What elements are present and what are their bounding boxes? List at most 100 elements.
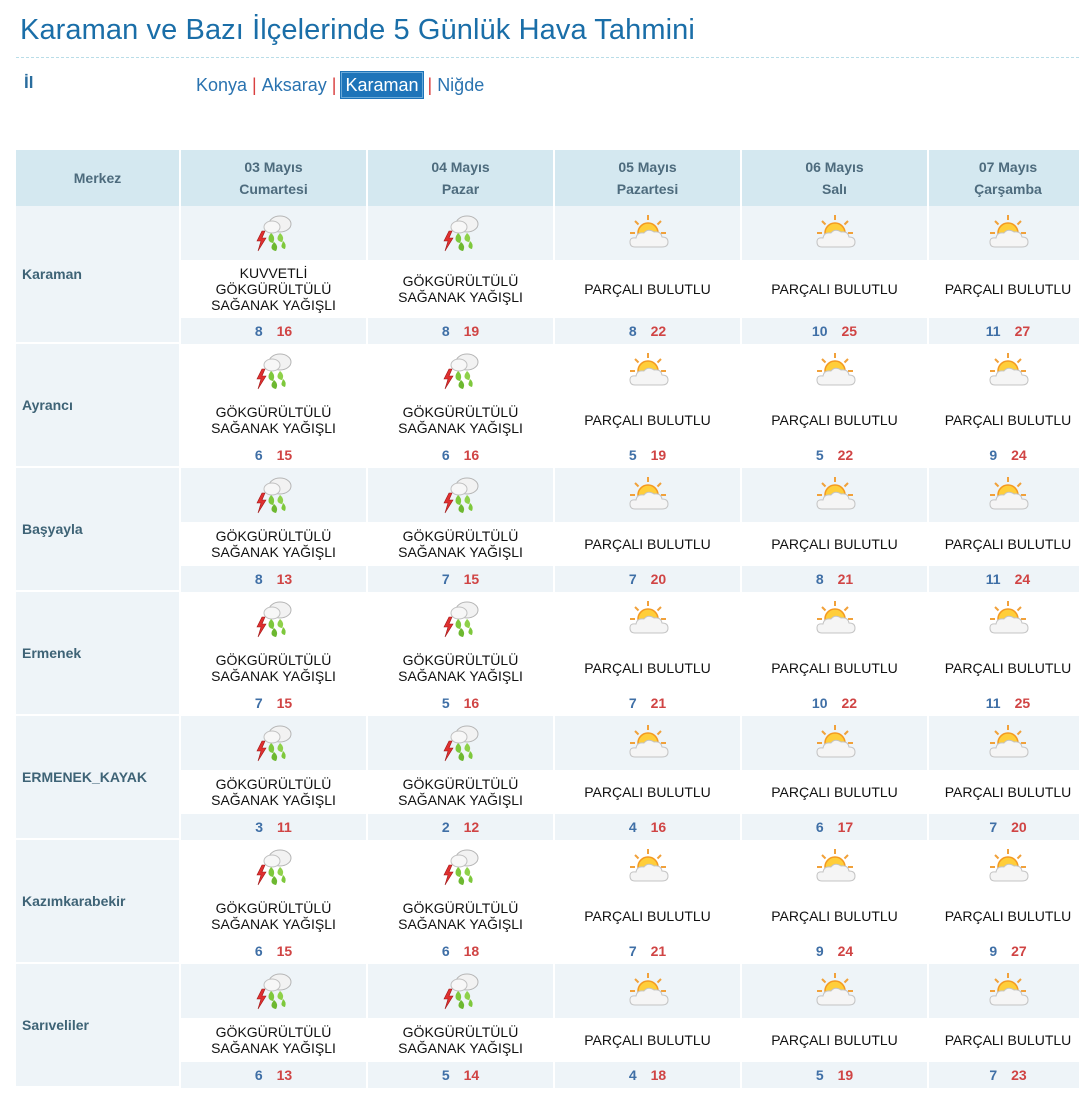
header-day: 07 Mayıs Çarşamba	[929, 150, 1079, 206]
temperature-cell: 6 15	[181, 442, 366, 468]
province-link-karaman[interactable]: Karaman	[340, 71, 424, 99]
temperature-cell: 8 16	[181, 318, 366, 344]
thunderstorm-icon	[256, 973, 291, 1010]
weather-icon-cell	[555, 716, 740, 770]
weather-description: PARÇALI BULUTLU	[929, 398, 1079, 442]
temperature-cell: 6 15	[181, 938, 366, 964]
table-row: 6 15 6 18 7 21 9 24 9 27	[16, 938, 1079, 964]
min-temp: 2	[441, 819, 450, 835]
partly-cloudy-icon	[628, 849, 669, 882]
province-link-konya[interactable]: Konya	[196, 75, 248, 95]
header-weekday: Pazartesi	[616, 181, 679, 197]
weather-icon-cell	[181, 344, 366, 398]
header-merkez: Merkez	[16, 150, 179, 206]
max-temp: 27	[1014, 323, 1031, 339]
partly-cloudy-icon	[628, 601, 669, 634]
weather-icon-cell	[929, 592, 1079, 646]
weather-description: GÖKGÜRÜLTÜLÜ SAĞANAK YAĞIŞLI	[368, 646, 553, 690]
weather-description: PARÇALI BULUTLU	[555, 770, 740, 814]
table-row: ERMENEK_KAYAK	[16, 716, 1079, 840]
temperature-cell: 8 21	[742, 566, 927, 592]
temperature-cell: 4 18	[555, 1062, 740, 1088]
max-temp: 21	[837, 571, 854, 587]
thunderstorm-icon	[443, 477, 478, 514]
forecast-table: Merkez 03 Mayıs Cumartesi 04 Mayıs Pazar 0…	[14, 150, 1079, 1088]
max-temp: 21	[650, 943, 667, 959]
nav-separator: |	[252, 75, 257, 95]
min-temp: 6	[254, 447, 263, 463]
weather-description: PARÇALI BULUTLU	[742, 894, 927, 938]
temperature-cell: 5 19	[742, 1062, 927, 1088]
weather-icon-cell	[742, 344, 927, 398]
partly-cloudy-icon	[628, 973, 669, 1006]
description-line: GÖKGÜRÜLTÜLÜ	[402, 1024, 519, 1040]
description-line: SAĞANAK YAĞIŞLI	[211, 1040, 336, 1056]
temperature-cell: 7 23	[929, 1062, 1079, 1088]
description-line: GÖKGÜRÜLTÜLÜ	[402, 528, 519, 544]
weather-icon-cell	[929, 840, 1079, 894]
max-temp: 15	[463, 571, 480, 587]
min-temp: 5	[628, 447, 637, 463]
thunderstorm-icon	[443, 215, 478, 252]
header-date: 05 Mayıs	[618, 159, 677, 175]
weather-icon-cell	[368, 840, 553, 894]
temperature-cell: 4 16	[555, 814, 740, 840]
max-temp: 24	[1011, 447, 1027, 463]
partly-cloudy-icon	[628, 353, 669, 386]
max-temp: 21	[650, 695, 667, 711]
weather-icon-cell	[929, 468, 1079, 522]
temperature-cell: 9 24	[742, 938, 927, 964]
header-weekday: Çarşamba	[974, 181, 1042, 197]
max-temp: 15	[276, 447, 293, 463]
max-temp: 16	[463, 447, 480, 463]
thunderstorm-icon	[256, 353, 291, 390]
province-nav: Konya | Aksaray | Karaman | Niğde	[196, 71, 485, 99]
province-link-ni-de[interactable]: Niğde	[437, 75, 485, 95]
header-date: 03 Mayıs	[244, 159, 303, 175]
weather-icon-cell	[181, 964, 366, 1018]
header-day: 06 Mayıs Salı	[742, 150, 927, 206]
weather-description: PARÇALI BULUTLU	[555, 1018, 740, 1062]
description-line: PARÇALI BULUTLU	[584, 281, 711, 297]
weather-icon-cell	[742, 468, 927, 522]
temperature-cell: 6 13	[181, 1062, 366, 1088]
description-line: GÖKGÜRÜLTÜLÜ	[402, 404, 519, 420]
description-line: PARÇALI BULUTLU	[944, 281, 1072, 297]
partly-cloudy-icon	[989, 353, 1029, 386]
header-weekday: Pazar	[441, 181, 480, 197]
partly-cloudy-icon	[989, 973, 1029, 1006]
min-temp: 11	[985, 695, 1001, 711]
description-line: PARÇALI BULUTLU	[771, 281, 898, 297]
city-name: ERMENEK_KAYAK	[16, 716, 179, 840]
description-line: GÖKGÜRÜLTÜLÜ	[215, 900, 332, 916]
province-link-aksaray[interactable]: Aksaray	[261, 75, 327, 95]
weather-description: PARÇALI BULUTLU	[555, 522, 740, 566]
header-day: 05 Mayıs Pazartesi	[555, 150, 740, 206]
weather-description: PARÇALI BULUTLU	[929, 1018, 1079, 1062]
partly-cloudy-icon	[989, 849, 1029, 882]
thunderstorm-icon	[256, 601, 291, 638]
partly-cloudy-icon	[815, 849, 856, 882]
description-line: SAĞANAK YAĞIŞLI	[211, 792, 336, 808]
thunderstorm-icon	[256, 477, 291, 514]
max-temp: 24	[837, 943, 854, 959]
description-line: PARÇALI BULUTLU	[944, 660, 1072, 676]
weather-icon-cell	[555, 468, 740, 522]
min-temp: 4	[628, 1067, 637, 1083]
temperature-cell: 6 18	[368, 938, 553, 964]
description-line: GÖKGÜRÜLTÜLÜ	[215, 1024, 332, 1040]
partly-cloudy-icon	[628, 725, 669, 758]
table-row: Sarıveliler	[16, 964, 1079, 1088]
min-temp: 6	[254, 1067, 263, 1083]
header-row: Merkez 03 Mayıs Cumartesi 04 Mayıs Pazar 0…	[16, 150, 1079, 206]
min-temp: 3	[255, 819, 263, 835]
weather-description: PARÇALI BULUTLU	[742, 1018, 927, 1062]
max-temp: 13	[276, 1067, 293, 1083]
weather-description: PARÇALI BULUTLU	[742, 522, 927, 566]
weather-icon-cell	[555, 344, 740, 398]
header-date: 07 Mayıs	[978, 159, 1038, 175]
thunderstorm-icon	[256, 725, 291, 762]
weather-icon-cell	[929, 964, 1079, 1018]
max-temp: 16	[276, 323, 293, 339]
min-temp: 5	[815, 1067, 824, 1083]
